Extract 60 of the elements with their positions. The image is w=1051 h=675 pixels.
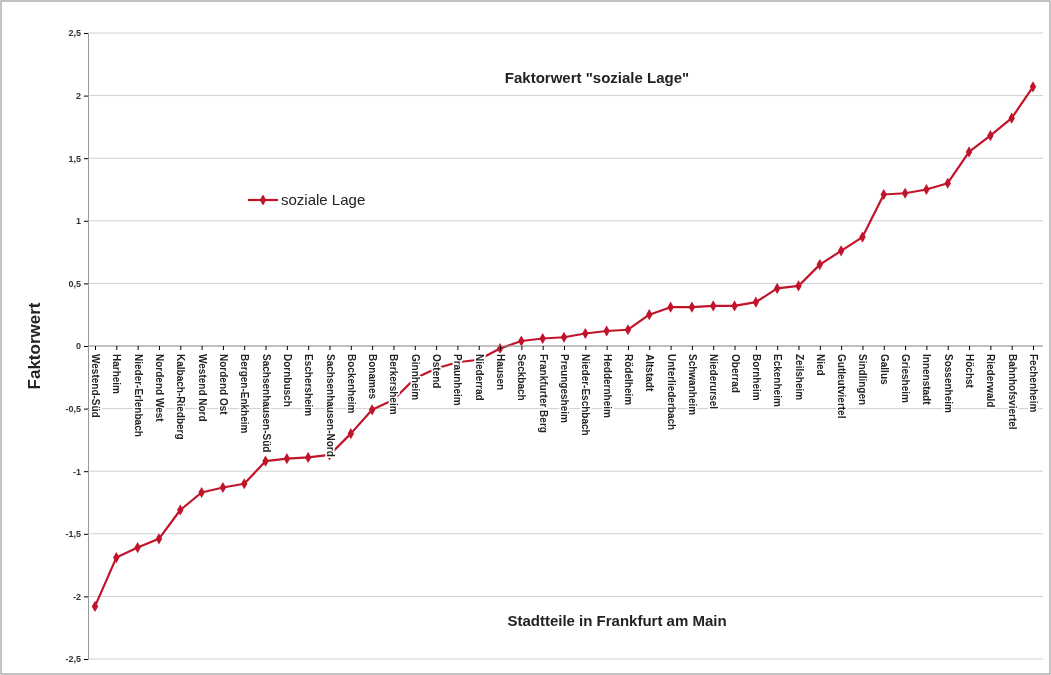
x-tick-label: Fechenheim — [1028, 354, 1039, 413]
x-tick-label: Griesheim — [900, 354, 912, 404]
x-tick-label: Nieder-Erlenbach — [132, 354, 144, 437]
y-tick-label: 0 — [75, 341, 81, 352]
x-tick-label: Unterliederbach — [665, 354, 677, 431]
x-tick-label: Oberrad — [729, 354, 741, 393]
x-tick-label: Eckenheim — [772, 354, 784, 407]
x-tick-label: Berkersheim — [388, 354, 400, 415]
y-tick-label: 2 — [75, 90, 81, 101]
x-tick-label: Höchst — [964, 354, 976, 389]
y-tick-label: 1 — [75, 216, 81, 227]
x-tick-label: Schwanheim — [686, 354, 698, 416]
x-tick-label: Bornheim — [750, 354, 762, 401]
x-tick-label: Riederwald — [985, 354, 997, 408]
x-tick-label: Dornbusch — [281, 354, 293, 407]
x-tick-label: Frankfurter Berg — [537, 354, 549, 433]
y-tick-label: -0,5 — [65, 403, 81, 414]
x-tick-label: Hausen — [495, 354, 507, 391]
y-axis-title: Faktorwert — [25, 302, 44, 390]
x-tick-label: Westend Nord — [196, 354, 208, 422]
x-tick-label: Bockenheim — [345, 354, 357, 414]
y-tick-label: 2,5 — [68, 28, 81, 39]
y-tick-label: -2 — [72, 591, 81, 602]
x-tick-label: Innenstadt — [921, 354, 933, 406]
x-tick-label: Nordend Ost — [217, 354, 229, 416]
y-tick-label: -1,5 — [65, 529, 81, 540]
x-tick-label: Niederursel — [708, 354, 720, 410]
x-tick-label: Gallus — [878, 354, 890, 385]
x-tick-label: Rödelheim — [622, 354, 634, 406]
x-tick-label: Altstadt — [644, 354, 656, 392]
x-tick-label: Kalbach-Riedberg — [175, 354, 187, 440]
y-tick-label: -1 — [72, 466, 81, 477]
x-tick-label: Bonames — [367, 354, 379, 400]
x-tick-label: Praunheim — [452, 354, 464, 406]
x-tick-label: Bahnhofsviertel — [1006, 354, 1018, 430]
x-tick-label: Ostend — [431, 354, 443, 389]
x-tick-label: Bergen-Enkheim — [239, 354, 251, 434]
x-axis-title: Stadtteile in Frankfurt am Main — [507, 612, 727, 629]
x-tick-label: Sachsenhausen-Nord — [324, 354, 336, 457]
x-tick-label: Harheim — [111, 354, 123, 395]
x-tick-label: Nied — [814, 354, 826, 376]
x-tick-label: Nordend West — [153, 354, 165, 423]
x-tick-label: Sachsenhausen-Süd — [260, 354, 272, 453]
y-tick-label: -2,5 — [65, 654, 81, 665]
x-tick-label: Gutleutviertel — [836, 354, 848, 419]
y-tick-label: 0,5 — [68, 278, 81, 289]
y-tick-label: 1,5 — [68, 153, 81, 164]
x-tick-label: Niederrad — [473, 354, 485, 401]
x-tick-label: Nieder-Eschbach — [580, 354, 592, 436]
x-tick-label: Sindlingen — [857, 354, 869, 406]
x-tick-label: Ginnheim — [409, 354, 421, 401]
text: Faktorwert "soziale Lage" — [504, 69, 690, 86]
x-tick-label: Heddernheim — [601, 354, 613, 419]
x-tick-label: Sossenheim — [942, 354, 954, 414]
x-tick-label: Eschersheim — [303, 354, 315, 417]
x-tick-label: Seckbach — [516, 354, 528, 401]
x-tick-label: Zeilsheim — [793, 354, 805, 401]
x-tick-label: Preungesheim — [559, 354, 570, 424]
legend-label: soziale Lage — [281, 191, 366, 209]
x-tick-label: Westend-Süd — [90, 354, 101, 418]
